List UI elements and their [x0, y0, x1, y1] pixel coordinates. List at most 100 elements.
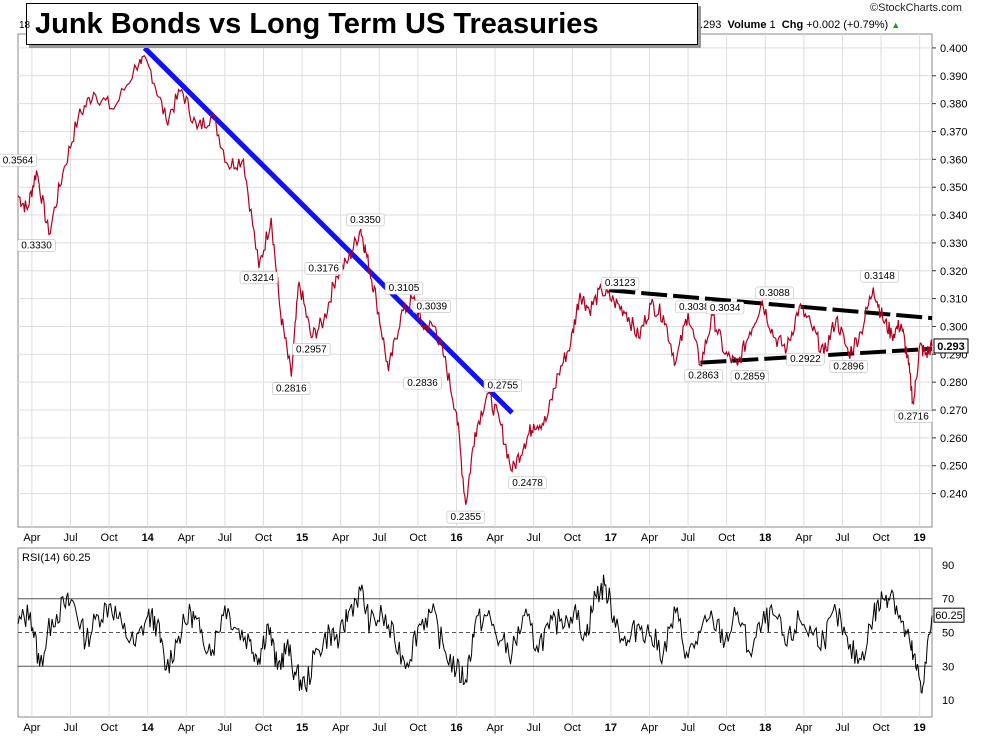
price-x-tick-label: Jul	[527, 532, 541, 544]
rsi-y-tick-label: 10	[942, 695, 954, 707]
price-y-tick-label: 0.240	[940, 489, 968, 501]
price-series-line	[17, 54, 933, 505]
volume-label: Volume	[727, 19, 767, 31]
price-x-tick-label: 14	[142, 532, 155, 544]
annotation-box	[601, 276, 640, 290]
price-x-tick-label: Jul	[835, 532, 849, 544]
price-y-tick-label: 0.370	[940, 126, 968, 138]
rsi-x-tick-label: Jul	[218, 722, 232, 734]
price-x-tick-label: 15	[296, 532, 308, 544]
annotation-label: 0.2863	[688, 371, 719, 382]
up-triangle-icon: ▲	[891, 20, 901, 30]
price-x-tick-label: 16	[450, 532, 462, 544]
rsi-title: RSI(14) 60.25	[22, 552, 90, 564]
annotation-label: 0.3039	[416, 302, 447, 313]
annotation-box	[403, 376, 442, 390]
price-x-tick-label: Jul	[218, 532, 232, 544]
rsi-x-tick-label: Apr	[795, 722, 812, 734]
annotation-box	[684, 369, 723, 382]
rsi-x-tick-label: Oct	[718, 722, 735, 734]
annotation-box	[483, 379, 522, 392]
annotation-label: 0.3214	[244, 273, 275, 284]
price-y-tick-label: 0.360	[940, 154, 968, 166]
annotation-box	[304, 262, 343, 275]
annotation-label: 0.2836	[407, 378, 438, 389]
price-y-tick-label: 0.390	[940, 71, 968, 83]
price-y-tick-label: 0.330	[940, 238, 968, 250]
price-x-tick-label: Oct	[718, 532, 735, 544]
annotation-box	[0, 154, 38, 167]
price-x-tick-label: Apr	[641, 532, 658, 544]
rsi-x-tick-label: 15	[296, 722, 308, 734]
annotation-box	[17, 239, 56, 252]
price-x-tick-label: Jul	[681, 532, 695, 544]
rsi-x-tick-label: Apr	[178, 722, 195, 734]
rsi-x-tick-label: Oct	[564, 722, 581, 734]
price-y-tick-label: 0.380	[940, 99, 968, 111]
price-y-tick-label: 0.250	[940, 461, 968, 473]
price-x-tick-label: Apr	[23, 532, 40, 544]
rsi-y-tick-label: 70	[942, 594, 954, 606]
price-x-tick-label: Apr	[332, 532, 349, 544]
annotation-label: 0.2922	[790, 354, 821, 365]
price-last-value-label: 0.293	[937, 341, 965, 353]
rsi-x-tick-label: Jul	[835, 722, 849, 734]
rsi-x-tick-label: Jul	[63, 722, 77, 734]
rsi-x-tick-label: Apr	[487, 722, 504, 734]
chart-title: Junk Bonds vs Long Term US Treasuries	[26, 3, 698, 45]
annotation-label: 0.3176	[308, 263, 339, 274]
rsi-x-tick-label: 16	[450, 722, 462, 734]
annotation-box	[786, 352, 825, 366]
rsi-x-tick-label: Jul	[372, 722, 386, 734]
rsi-x-tick-label: Apr	[641, 722, 658, 734]
price-x-tick-label: 19	[914, 532, 926, 544]
annotation-label: 0.3564	[3, 155, 34, 166]
price-y-tick-label: 0.270	[940, 405, 968, 417]
annotation-box	[829, 360, 868, 373]
annotation-box	[755, 286, 794, 300]
price-y-tick-label: 0.300	[940, 321, 968, 333]
price-x-tick-label: Oct	[255, 532, 272, 544]
price-x-tick-label: Oct	[409, 532, 426, 544]
annotation-box	[384, 281, 424, 295]
price-y-tick-label: 0.340	[940, 210, 968, 222]
price-x-tick-label: Jul	[63, 532, 77, 544]
price-y-tick-label: 0.400	[940, 43, 968, 55]
credit-text: ©StockCharts.com	[870, 2, 962, 14]
rsi-x-tick-label: Jul	[681, 722, 695, 734]
annotation-box	[346, 213, 385, 227]
annotation-label: 0.3123	[605, 278, 636, 289]
rsi-last-value-box	[933, 607, 965, 623]
price-x-tick-label: Apr	[795, 532, 812, 544]
rsi-x-tick-label: 18	[759, 722, 771, 734]
rsi-x-tick-label: 19	[914, 722, 926, 734]
rsi-series-line	[17, 574, 933, 694]
annotation-label: 0.3034	[710, 303, 741, 314]
price-x-tick-label: Jul	[372, 532, 386, 544]
rsi-last-value-label: 60.25	[935, 610, 963, 622]
price-x-tick-label: 17	[605, 532, 617, 544]
price-x-tick-label: Oct	[564, 532, 581, 544]
annotation-label: 0.2755	[487, 381, 518, 392]
rsi-x-tick-label: Oct	[409, 722, 426, 734]
price-y-tick-label: 0.280	[940, 377, 968, 389]
annotation-label: 0.2355	[450, 512, 481, 523]
annotation-label: 0.2957	[296, 344, 327, 355]
annotation-label: 0.2896	[833, 361, 864, 372]
annotation-box	[446, 510, 485, 524]
price-y-tick-label: 0.310	[940, 294, 968, 306]
price-x-tick-label: Apr	[178, 532, 195, 544]
rsi-x-tick-label: Apr	[332, 722, 349, 734]
rsi-y-tick-label: 30	[942, 661, 954, 673]
annotation-label: 0.3330	[21, 241, 52, 252]
annotation-label: 0.3038	[679, 302, 710, 313]
price-x-tick-label: 18	[759, 532, 771, 544]
annotation-label: 0.2478	[512, 478, 543, 489]
annotation-label: 0.3105	[389, 283, 420, 294]
annotation-box	[508, 476, 547, 490]
annotation-box	[730, 370, 769, 384]
price-y-tick-label: 0.260	[940, 433, 968, 445]
annotation-label: 0.3350	[350, 215, 381, 226]
trendline-0	[142, 46, 514, 415]
annotation-label: 0.2816	[276, 384, 307, 395]
